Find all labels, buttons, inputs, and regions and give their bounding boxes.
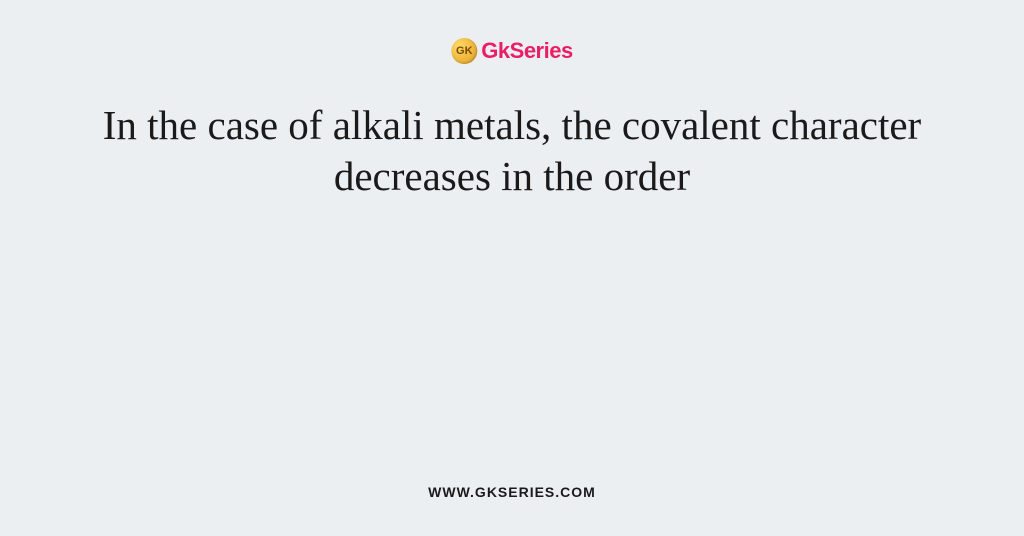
footer-url: WWW.GKSERIES.COM <box>428 484 596 500</box>
logo-brand-text: GkSeries <box>481 38 572 64</box>
logo-badge-icon: GK <box>451 38 477 64</box>
logo-container: GK GkSeries <box>451 38 572 64</box>
logo-badge-text: GK <box>456 45 473 57</box>
main-heading: In the case of alkali metals, the covale… <box>0 100 1024 203</box>
